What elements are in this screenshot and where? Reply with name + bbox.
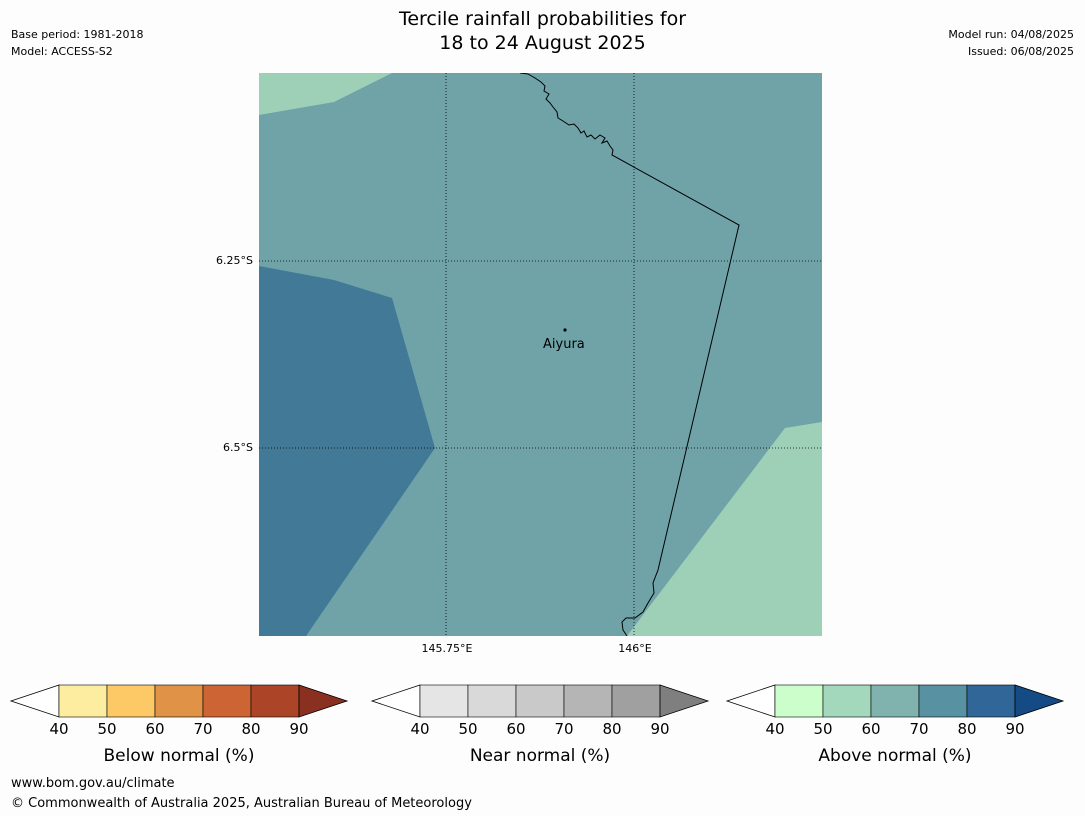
lon-label-146: 146°E bbox=[618, 642, 652, 655]
region-50-60-northwest bbox=[259, 73, 392, 115]
title-line-2: 18 to 24 August 2025 bbox=[439, 32, 646, 54]
colorbar-near-upper-extend bbox=[659, 684, 710, 718]
colorbar-near-lower-extend bbox=[370, 684, 421, 718]
region-70-80-west bbox=[259, 266, 435, 636]
colorbar-below-tick: 80 bbox=[241, 720, 260, 738]
colorbar-near-segment bbox=[611, 684, 661, 718]
region-50-60-southeast bbox=[627, 422, 822, 636]
colorbar-near-tick: 40 bbox=[410, 720, 429, 738]
colorbar-below-tick: 60 bbox=[145, 720, 164, 738]
colorbar-near-segment bbox=[563, 684, 613, 718]
website-text: www.bom.gov.au/climate bbox=[11, 776, 175, 791]
colorbar-above-tick: 40 bbox=[765, 720, 784, 738]
colorbar-above-segment bbox=[822, 684, 872, 718]
colorbar-near-tick: 50 bbox=[458, 720, 477, 738]
colorbar-below: 40 50 60 70 80 90 Below normal (%) bbox=[9, 684, 349, 766]
colorbar-above-tick: 80 bbox=[957, 720, 976, 738]
title-line-1: Tercile rainfall probabilities for bbox=[398, 8, 687, 30]
colorbar-above-segment bbox=[918, 684, 968, 718]
header-right: Model run: 04/08/2025 Issued: 06/08/2025 bbox=[948, 26, 1074, 60]
colorbar-near: 40 50 60 70 80 90 Near normal (%) bbox=[370, 684, 710, 766]
colorbar-above-tick: 50 bbox=[813, 720, 832, 738]
model-run-text: Model run: 04/08/2025 bbox=[948, 28, 1074, 41]
colorbar-below-upper-extend bbox=[298, 684, 349, 718]
town-marker bbox=[563, 328, 567, 332]
colorbar-near-label: Near normal (%) bbox=[470, 746, 610, 766]
colorbar-above-tick: 90 bbox=[1005, 720, 1024, 738]
colorbar-near-segment bbox=[467, 684, 517, 718]
colorbar-below-segment bbox=[202, 684, 252, 718]
colorbar-below-segment bbox=[58, 684, 108, 718]
lat-label-6-5: 6.5°S bbox=[223, 441, 253, 454]
map-title: Tercile rainfall probabilities for 18 to… bbox=[0, 7, 1085, 55]
colorbar-above-lower-extend bbox=[725, 684, 776, 718]
colorbar-above-segment bbox=[870, 684, 920, 718]
colorbar-near-tick: 90 bbox=[650, 720, 669, 738]
colorbar-near-segment bbox=[515, 684, 565, 718]
colorbar-near-tick: 60 bbox=[506, 720, 525, 738]
colorbar-near-tick: 70 bbox=[554, 720, 573, 738]
colorbar-below-tick: 40 bbox=[49, 720, 68, 738]
copyright-text: © Commonwealth of Australia 2025, Austra… bbox=[11, 796, 472, 811]
colorbar-near-segment bbox=[419, 684, 469, 718]
colorbar-legends: 40 50 60 70 80 90 Below normal (%) 40 50 60 70 80 90… bbox=[9, 684, 1065, 766]
colorbar-below-tick: 90 bbox=[289, 720, 308, 738]
colorbar-below-tick: 50 bbox=[97, 720, 116, 738]
colorbar-near-tick: 80 bbox=[602, 720, 621, 738]
base-period-text: Base period: 1981-2018 bbox=[11, 28, 144, 41]
lon-label-145-75: 145.75°E bbox=[421, 642, 473, 655]
colorbar-below-segment bbox=[154, 684, 204, 718]
colorbar-below-lower-extend bbox=[9, 684, 60, 718]
lat-label-6-25: 6.25°S bbox=[216, 254, 253, 267]
colorbar-above-tick: 70 bbox=[909, 720, 928, 738]
colorbar-below-segment bbox=[106, 684, 156, 718]
header-left: Base period: 1981-2018 Model: ACCESS-S2 bbox=[11, 26, 143, 60]
colorbar-below-segment bbox=[250, 684, 300, 718]
colorbar-below-tick: 70 bbox=[193, 720, 212, 738]
colorbar-above-segment bbox=[774, 684, 824, 718]
colorbar-above-segment bbox=[966, 684, 1016, 718]
colorbar-above: 40 50 60 70 80 90 Above normal (%) bbox=[725, 684, 1065, 766]
colorbar-above-tick: 60 bbox=[861, 720, 880, 738]
colorbar-above-upper-extend bbox=[1014, 684, 1065, 718]
province-boundary bbox=[519, 73, 740, 636]
issued-text: Issued: 06/08/2025 bbox=[967, 45, 1074, 58]
probability-field bbox=[259, 73, 822, 636]
colorbar-above-label: Above normal (%) bbox=[818, 746, 971, 766]
model-text: Model: ACCESS-S2 bbox=[11, 45, 113, 58]
colorbar-below-label: Below normal (%) bbox=[104, 746, 255, 766]
town-label: Aiyura bbox=[543, 337, 585, 352]
